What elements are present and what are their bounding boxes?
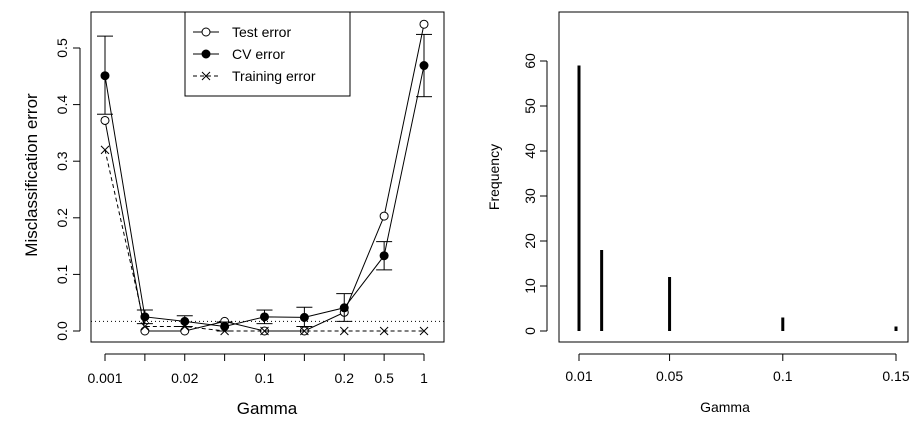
right-y-axis-title: Frequency [486,144,502,210]
cv-error-point [100,71,110,81]
left-y-tick-label: 0.4 [54,95,70,115]
test-error-point [140,326,150,336]
right-y-tick-label: 20 [522,233,538,249]
left-y-tick-label: 0.5 [54,38,70,58]
legend: Test error CV error Training error [184,11,351,97]
training-error-point [180,322,190,331]
left-x-tick-label: 0.1 [255,370,275,386]
legend-cv-marker [201,49,211,59]
training-error-point [379,326,389,336]
legend-test-marker [201,27,211,37]
test-error-point [419,19,429,29]
right-y-tick-label: 30 [522,188,538,204]
left-x-tick-label: 0.2 [335,370,355,386]
left-x-tick-label: 0.001 [87,370,122,386]
test-error-point [379,211,389,221]
cv-error-point [419,61,429,71]
right-x-axis-title: Gamma [700,399,750,415]
error-chart: 0.001 0.02 0.1 0.2 0.5 1 0.0 0.1 0.2 0.3 0.4 0.5 G… [22,11,445,418]
left-x-axis-title: Gamma [237,399,298,418]
cv-error-point [260,312,269,322]
training-error-point [339,326,349,336]
left-y-axis-title: Misclassification error [22,93,41,257]
right-x-tick-label: 0.1 [773,368,793,384]
left-x-tick-label: 0.5 [374,370,394,386]
right-x-tick-label: 0.01 [565,368,592,384]
training-error-point [260,326,269,336]
training-error-point [419,326,429,336]
left-x-axis: 0.001 0.02 0.1 0.2 0.5 1 [87,353,428,386]
test-error-point [100,115,110,125]
right-y-tick-label: 50 [522,98,538,114]
right-plot-frame [558,11,909,343]
test-error-point [180,326,190,336]
cv-error-point [379,251,389,261]
right-x-tick-label: 0.05 [656,368,683,384]
right-y-tick-label: 0 [522,327,538,335]
left-y-tick-label: 0.2 [54,208,70,228]
right-x-tick-label: 0.15 [882,368,909,384]
cv-error-point [299,312,309,322]
right-bars-group [577,65,898,331]
left-y-tick-label: 0.1 [54,264,70,284]
left-y-tick-label: 0.3 [54,151,70,171]
legend-train-marker [201,71,211,81]
training-error-point [220,326,229,336]
cv-error-point [180,316,190,326]
series-line-2 [104,149,424,332]
cv-error-point [220,321,230,331]
right-y-tick-label: 60 [522,53,538,69]
right-y-axis: 0 10 20 30 40 50 60 [522,53,548,335]
right-y-tick-label: 10 [522,278,538,294]
legend-cv-label: CV error [232,46,285,62]
frequency-chart: 0.01 0.05 0.1 0.15 0 10 20 30 40 50 60 Gamma Freq… [486,11,910,415]
left-y-tick-label: 0.0 [54,321,70,341]
left-series-group [97,19,432,336]
training-error-point [100,145,110,155]
left-x-tick-label: 0.02 [171,370,198,386]
legend-train-label: Training error [232,68,316,84]
cv-error-point [140,312,150,322]
right-x-axis: 0.01 0.05 0.1 0.15 [565,353,910,384]
left-y-axis: 0.0 0.1 0.2 0.3 0.4 0.5 [54,38,81,341]
series-line-1 [104,65,425,327]
right-y-tick-label: 40 [522,143,538,159]
cv-error-point [339,303,349,313]
training-error-point [140,322,150,331]
legend-test-label: Test error [232,24,291,40]
left-x-tick-label: 1 [420,370,428,386]
training-error-point [300,326,309,336]
